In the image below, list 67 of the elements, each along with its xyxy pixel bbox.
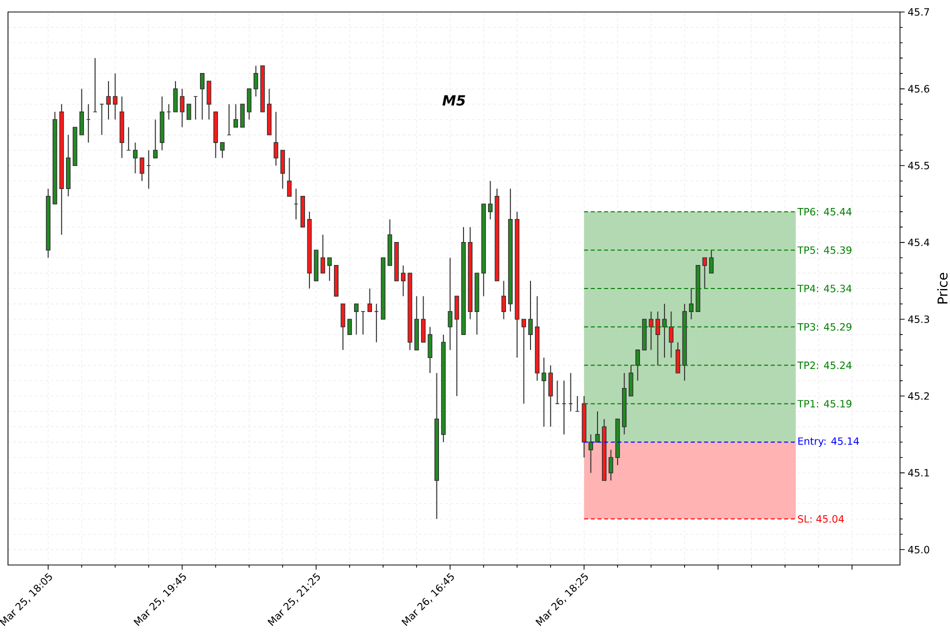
candlestick bbox=[588, 434, 594, 474]
candlestick bbox=[340, 303, 346, 350]
candlestick bbox=[274, 111, 278, 166]
candlestick bbox=[240, 104, 245, 128]
ref-line-label: Entry: 45.14 bbox=[798, 437, 859, 447]
candlestick bbox=[233, 104, 238, 128]
y-axis-title: Price bbox=[937, 272, 948, 304]
ref-line-label: TP6: 45.44 bbox=[797, 208, 852, 216]
candlestick bbox=[220, 142, 225, 158]
candlestick bbox=[662, 303, 667, 358]
y-tick-label: 45.6 bbox=[908, 85, 930, 93]
ref-line-label: TP3: 45.29 bbox=[797, 323, 852, 331]
candlestick bbox=[79, 88, 84, 136]
candlestick bbox=[488, 180, 493, 220]
candlestick bbox=[595, 410, 600, 443]
ref-line-label: SL: 45.04 bbox=[798, 515, 844, 523]
candlestick bbox=[400, 264, 406, 297]
candlestick bbox=[501, 280, 506, 320]
candlestick bbox=[133, 142, 138, 174]
y-tick-label: 45.2 bbox=[908, 392, 929, 400]
candlestick bbox=[140, 157, 144, 182]
candlestick bbox=[280, 150, 285, 190]
y-tick-label: 45.4 bbox=[908, 238, 930, 246]
candlestick bbox=[428, 326, 432, 374]
candlestick bbox=[106, 80, 111, 120]
ref-line-label: TP2: 45.24 bbox=[797, 362, 852, 370]
text: M5 bbox=[442, 95, 466, 106]
ref-line-label: TP4: 45.34 bbox=[797, 284, 852, 292]
candlestick bbox=[448, 257, 452, 350]
candlestick bbox=[454, 296, 460, 397]
candlestick bbox=[548, 364, 553, 428]
candlestick bbox=[354, 303, 359, 336]
candlestick bbox=[112, 72, 118, 120]
candlestick bbox=[528, 280, 533, 350]
candlestick bbox=[287, 157, 292, 197]
y-tick-label: 45.5 bbox=[908, 162, 929, 170]
candlestick bbox=[688, 288, 694, 320]
ref-line-label: TP5: 45.39 bbox=[797, 246, 852, 254]
candlestick bbox=[367, 288, 372, 312]
y-tick-label: 45.0 bbox=[908, 546, 930, 554]
candlestick bbox=[200, 72, 205, 120]
candlestick bbox=[542, 357, 546, 428]
candlestick bbox=[320, 234, 326, 274]
candlestick bbox=[206, 80, 212, 120]
y-tick-label: 45.7 bbox=[908, 8, 930, 16]
candlestick bbox=[648, 311, 654, 350]
candlestick bbox=[347, 318, 352, 335]
candlestick bbox=[186, 104, 192, 120]
candlestick bbox=[702, 257, 707, 290]
candlestick bbox=[421, 296, 426, 343]
candlestick bbox=[608, 449, 614, 482]
ref-line-label: TP1: 45.19 bbox=[797, 400, 852, 408]
candlestick bbox=[709, 250, 714, 274]
candlestick bbox=[676, 342, 680, 374]
candlestick bbox=[327, 257, 332, 282]
candlestick bbox=[180, 88, 184, 128]
candlestick bbox=[522, 318, 526, 404]
candlestick bbox=[668, 311, 674, 358]
candlestick bbox=[628, 364, 634, 397]
candlestick bbox=[173, 80, 178, 112]
y-tick-label: 45.1 bbox=[908, 469, 929, 477]
candlestick bbox=[153, 119, 158, 158]
candlestick bbox=[246, 88, 252, 120]
candlestick bbox=[635, 349, 640, 382]
y-tick-label: 45.3 bbox=[908, 315, 930, 324]
candlestick bbox=[656, 311, 660, 366]
candlestick bbox=[254, 65, 258, 97]
